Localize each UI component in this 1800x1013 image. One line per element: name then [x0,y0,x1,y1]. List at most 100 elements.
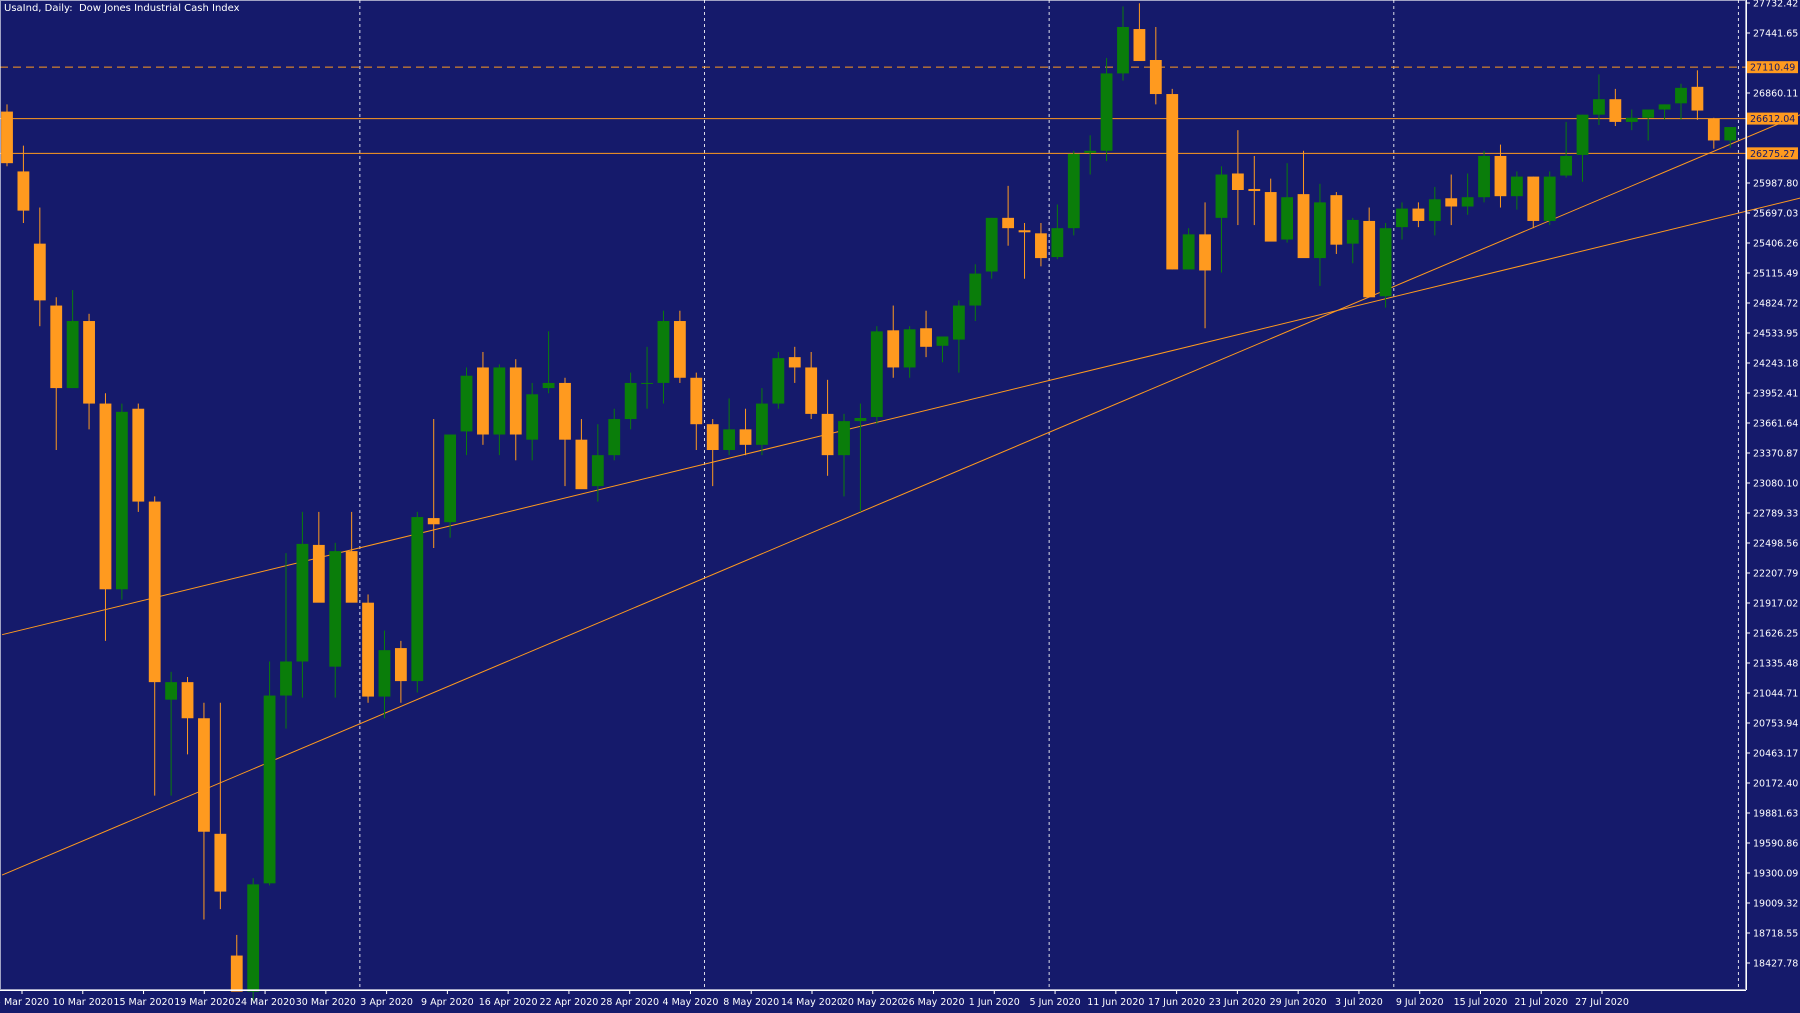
chart-title: UsaInd, Daily: Dow Jones Industrial Cash… [4,3,240,14]
bear-candle [198,702,210,920]
candle-body [1379,228,1392,297]
candle-body [1133,29,1146,62]
candle-body [952,305,965,340]
x-tick-label: 24 Mar 2020 [235,997,295,1008]
bear-candle [1231,130,1244,226]
candle-body [263,695,276,884]
bull-candle [624,372,637,430]
y-tick-label: 25406.26 [1753,239,1798,250]
candle-body [1100,73,1113,151]
bear-candle [50,297,63,450]
bull-candle [936,336,949,363]
candle-body [772,358,785,404]
x-tick-label: 10 Mar 2020 [53,997,113,1008]
candle-body [1494,155,1507,197]
x-tick-label: 1 Jun 2020 [969,997,1020,1008]
price-label-box [1747,147,1798,160]
bull-candle [542,331,555,394]
x-tick-label: 3 Jul 2020 [1335,997,1383,1008]
bull-candle [1658,104,1671,120]
bull-candle [1215,166,1228,273]
x-tick-label: 17 Jun 2020 [1148,997,1205,1008]
axes [0,0,1747,991]
bull-candle [1593,74,1605,125]
candle-body [1149,59,1162,95]
bear-candle [821,379,834,476]
x-tick-label: 9 Jul 2020 [1396,997,1444,1008]
candle-body [312,544,325,603]
bull-candle [66,290,79,389]
price-label-text: 27110.49 [1750,63,1795,74]
y-tick-label: 23370.87 [1753,449,1798,460]
candle-body [1642,109,1655,118]
bear-candle [99,393,112,641]
bull-candle [115,403,128,600]
bear-candle [673,310,686,383]
candle-body [1330,195,1343,245]
time-separators [359,0,1739,990]
candle-body [148,501,161,683]
candle-body [509,367,522,435]
y-tick-label: 21626.25 [1753,629,1798,640]
bear-candle [1363,207,1376,298]
candle-body [115,411,128,590]
trendline [1,114,1800,876]
candle-body [1461,197,1474,207]
candle-body [1051,228,1064,258]
bull-candle [280,553,292,729]
bear-candle [690,372,703,450]
candle-body [247,884,260,992]
candle-body [1166,94,1179,270]
candle-body [756,403,768,445]
candle-body [83,321,95,404]
candle-body [1576,114,1589,155]
bear-candle [1609,88,1622,127]
candle-body [985,217,998,272]
candle-body [1593,99,1605,115]
candle-body [1281,197,1294,240]
bear-candle [706,419,719,487]
candle-body [33,243,46,301]
candle-body [1231,173,1244,190]
y-tick-label: 24533.95 [1753,329,1798,340]
bull-candle [1051,204,1064,260]
bear-candle [1412,202,1425,228]
y-tick-label: 20172.40 [1753,779,1798,790]
candle-body [838,421,850,456]
x-tick-label: 16 Apr 2020 [479,997,538,1008]
y-tick-label: 19881.63 [1753,809,1798,820]
candle-body [66,321,79,389]
bull-candle [870,326,883,425]
bull-candle [1346,217,1359,264]
bear-candle [1018,223,1031,279]
candle-body [591,455,604,487]
candle-body [394,648,407,682]
candle-body [821,413,834,456]
bear-candle [148,496,161,796]
bear-candle [509,359,522,461]
candle-body [329,551,342,667]
bull-candle [263,661,276,886]
y-tick-label: 21044.71 [1753,689,1798,700]
candle-body [1264,192,1277,242]
candle-body [575,439,588,490]
y-tick-label: 21335.48 [1753,659,1798,670]
candle-body [1018,230,1031,233]
bear-candle [362,594,374,703]
bear-candle [477,351,489,445]
candle-body [1067,153,1080,229]
candle-body [427,518,440,525]
bear-candle [1707,117,1720,149]
candle-body [969,273,982,306]
candle-body [723,429,736,450]
bear-candle [739,408,752,456]
y-tick-label: 22207.79 [1753,569,1798,580]
candle-body [362,602,374,697]
candle-body [1560,155,1573,176]
bear-candle [805,351,818,420]
candle-body [1396,208,1408,228]
bull-candle [526,382,539,461]
bull-candle [952,300,965,373]
bull-candle [1100,57,1113,162]
